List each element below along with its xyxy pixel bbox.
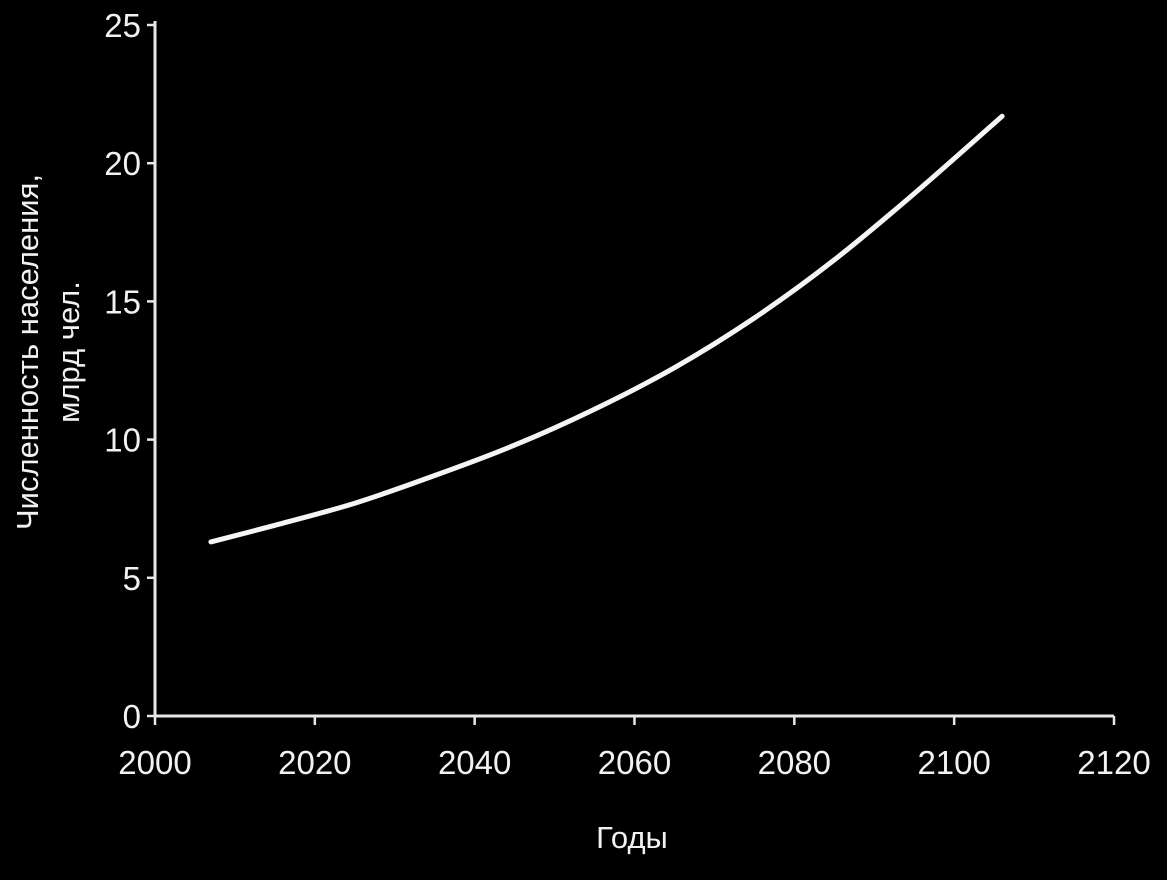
x-tick-label-2100: 2100	[917, 744, 990, 781]
series-layer	[208, 113, 1005, 545]
x-tick-label-2120: 2120	[1077, 744, 1150, 781]
y-tick-label-15: 15	[104, 283, 141, 320]
y-axis-label-line-1: Численность населения,	[10, 174, 45, 530]
x-tick-label-2040: 2040	[438, 744, 511, 781]
y-tick-label-25: 25	[104, 7, 141, 44]
x-tick-label-2060: 2060	[598, 744, 671, 781]
y-tick-label-0: 0	[123, 698, 141, 735]
y-tick-label-10: 10	[104, 422, 141, 459]
x-axis-label: Годы	[596, 820, 668, 855]
y-tick-label-20: 20	[104, 145, 141, 182]
population-line-0	[208, 113, 1005, 545]
x-tick-label-2080: 2080	[758, 744, 831, 781]
y-axis-ticks: 0 5 10 15 20 25	[104, 7, 155, 735]
x-tick-label-2000: 2000	[118, 744, 191, 781]
x-tick-label-2020: 2020	[278, 744, 351, 781]
x-axis-ticks: 2000 2020 2040 2060 2080 2100 2120	[118, 716, 1151, 781]
y-tick-label-5: 5	[123, 560, 141, 597]
y-axis-label-line-2: млрд чел.	[51, 281, 86, 423]
